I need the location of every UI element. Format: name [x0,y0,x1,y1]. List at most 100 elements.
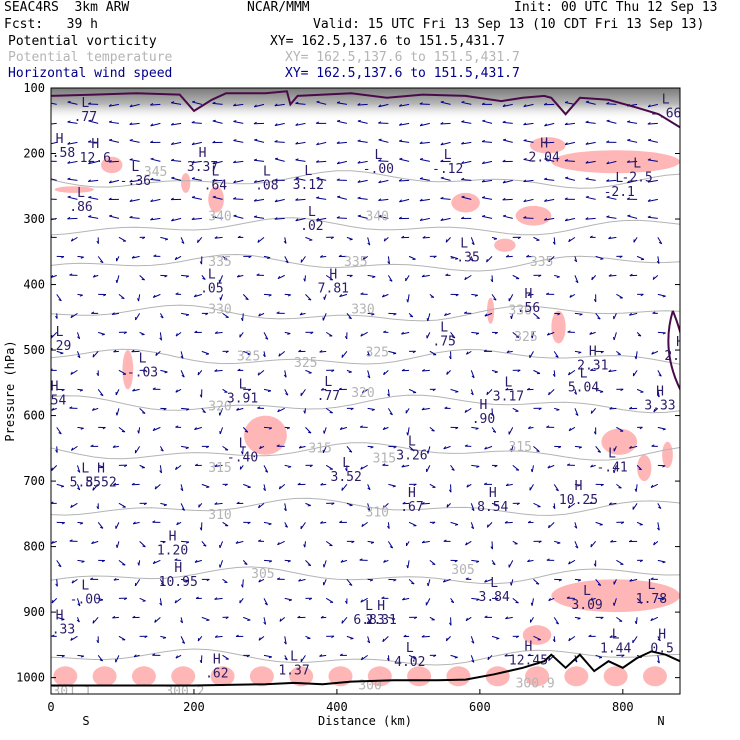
wind-vector-head [565,176,569,179]
wind-vector-head [360,466,363,470]
wind-vector-head [538,540,542,544]
wind-vector [422,540,430,544]
wind-vector-head [399,139,403,142]
wind-vector [219,408,224,416]
wind-vector [56,350,64,354]
wind-vector-head [496,637,500,640]
wind-vector-head [566,463,571,466]
wind-vector-head [461,141,465,145]
wind-vector [357,215,368,219]
wind-vector [484,445,493,450]
wind-vector-head [288,466,292,469]
wind-vector-head [401,368,405,372]
wind-vector [263,484,266,491]
extremum-mark: L [139,351,147,366]
wind-vector-head [505,483,509,487]
wind-vector-head [656,394,660,398]
wind-vector-head [360,333,363,337]
wind-vector [502,215,513,219]
wind-vector-head [372,276,376,279]
wind-vector [616,559,624,565]
wind-vector-head [150,177,154,181]
extremum-marker: L1.44 [600,628,631,657]
wind-vector [367,617,371,624]
wind-vector [657,389,660,398]
wind-vector [408,578,415,585]
wind-vector-head [662,332,666,335]
wind-vector-head [461,161,465,164]
wind-vector [502,179,513,184]
wind-vector [319,654,327,657]
wind-vector-head [171,176,175,179]
wind-vector [219,541,224,549]
wind-vector [606,196,617,200]
wind-vector-head [129,158,133,161]
wind-vector [305,294,312,301]
wind-vector-head [159,602,162,606]
wind-vector [180,370,185,378]
wind-vector [482,141,493,143]
extremum-mark: L [662,92,670,107]
wind-vector-head [175,389,178,393]
wind-vector [263,559,273,562]
wind-vector-head [461,120,465,123]
wind-vector [629,445,638,449]
wind-vector [181,445,189,449]
wind-vector [512,597,519,604]
wind-vector-head [257,372,260,376]
wind-vector [523,158,534,162]
extremum-value: .64 [204,179,228,194]
wind-vector [346,635,354,639]
extremum-mark: H [589,345,597,360]
wind-vector-head [47,198,50,199]
wind-vector-head [181,374,185,378]
wind-vector-head [389,412,393,416]
wind-vector-head [170,122,174,126]
wind-vector [316,177,327,181]
wind-vector-head [143,502,147,506]
wind-vector-head [608,502,612,505]
wind-vector [181,540,190,543]
wind-vector-head [61,618,65,621]
wind-vector-head [593,563,597,567]
wind-vector [613,465,617,474]
wind-vector [171,102,182,105]
wind-vector [336,102,347,105]
wind-vector-head [639,426,643,430]
wind-vector-head [345,600,348,604]
wind-vector [461,121,472,124]
wind-vector-head [510,315,512,320]
wind-vector-head [240,451,244,455]
wind-vector [548,389,555,396]
wind-vector-head [316,176,320,179]
wind-vector-head [152,427,156,431]
wind-vector-head [320,615,324,619]
wind-vector [627,215,638,219]
wind-vector-head [102,427,106,430]
wind-vector [595,654,603,658]
wind-vector [647,159,658,162]
extremum-value: 1.37 [278,663,309,678]
extremum-mark: L [580,366,588,381]
wind-vector-head [235,540,239,544]
wind-vector-head [600,616,604,620]
wind-vector [585,196,596,200]
wind-vector-head [504,520,508,524]
wind-vector [67,178,78,181]
extremum-marker: L.08 [255,165,278,194]
wind-vector [201,483,210,488]
wind-vector-head [236,407,240,411]
wind-vector-head [203,544,207,547]
wind-vector-head [129,199,133,202]
wind-vector-head [548,524,550,529]
wind-vector-head [657,638,661,642]
field-xy-theta: XY= 162.5,137.6 to 151.5,431.7 [285,50,520,65]
wind-vector-head [471,242,475,246]
wind-vector-head [70,637,73,641]
wind-vector-head [461,100,465,103]
wind-vector [67,217,78,220]
wind-vector-head [393,352,397,355]
wind-vector [279,616,286,622]
extremum-mark: H [480,398,488,413]
